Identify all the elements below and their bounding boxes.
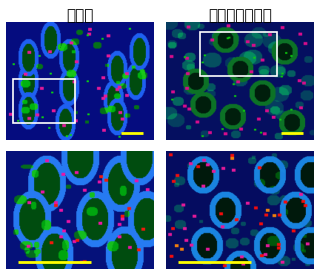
Text: クローン病患者: クローン病患者 — [208, 8, 272, 23]
Bar — [13, 79, 75, 123]
Text: 健常人: 健常人 — [66, 8, 94, 23]
Bar — [200, 32, 277, 76]
